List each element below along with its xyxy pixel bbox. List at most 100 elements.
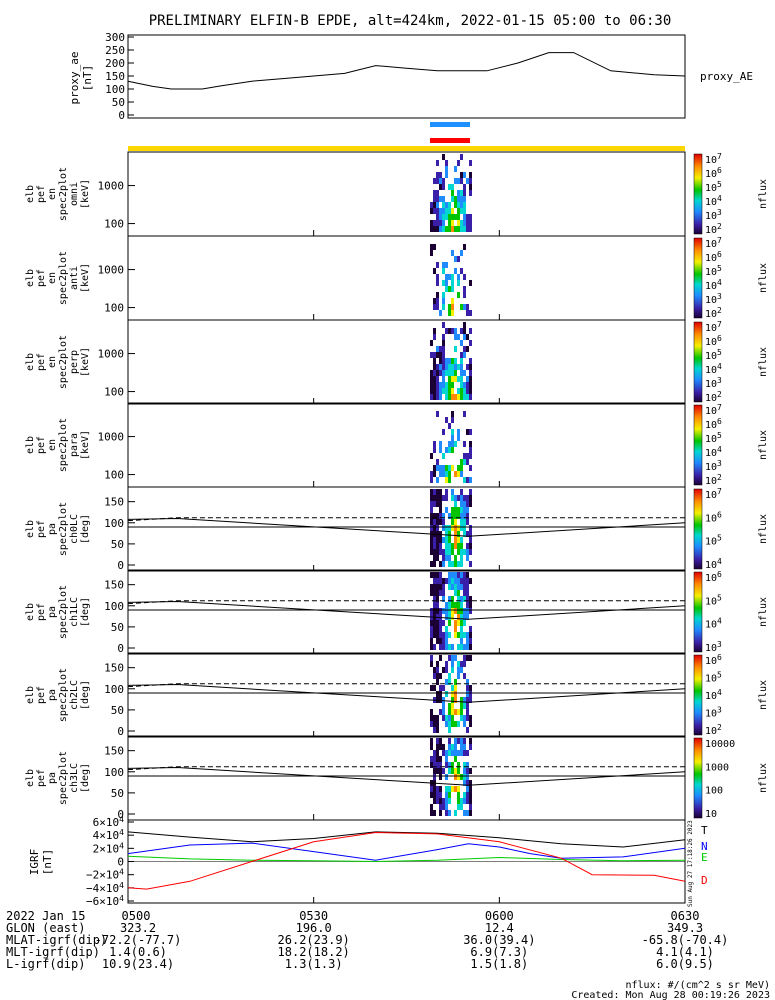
heatmap-cell bbox=[442, 744, 445, 750]
igrf-legend-E: E bbox=[701, 851, 708, 864]
heatmap-cell bbox=[445, 226, 448, 232]
heatmap-cell bbox=[442, 667, 445, 673]
heatmap-cell bbox=[463, 768, 466, 774]
heatmap-cell bbox=[460, 202, 463, 208]
heatmap-cell bbox=[466, 519, 469, 525]
heatmap-cell bbox=[430, 756, 433, 762]
heatmap-cell bbox=[439, 196, 442, 202]
heatmap-cell bbox=[436, 596, 439, 602]
heatmap-cell bbox=[436, 352, 439, 358]
panel-ylabel-line: spec2plot bbox=[58, 251, 69, 305]
colorbar bbox=[693, 571, 703, 653]
heatmap-cell bbox=[430, 388, 433, 394]
colorbar-tick-label-exponent: 4 bbox=[717, 445, 722, 454]
colorbar-tick-label: 106 bbox=[705, 653, 722, 667]
date-label: 2022 Jan 15 bbox=[6, 909, 85, 923]
colorbar-tick-label: 104 bbox=[705, 617, 722, 631]
heatmap-cell bbox=[430, 208, 433, 214]
heatmap-cell bbox=[445, 274, 448, 280]
heatmap-cell bbox=[439, 673, 442, 679]
heatmap-cell bbox=[451, 435, 454, 441]
panel-ylabel-line: en bbox=[47, 272, 58, 284]
heatmap-cell bbox=[460, 328, 463, 334]
igrf-ytick-label: 6×104 bbox=[93, 815, 125, 829]
colorbar-tick-label-base: 10 bbox=[705, 643, 717, 654]
heatmap-cell bbox=[451, 715, 454, 721]
panel-ytick-label: 50 bbox=[111, 787, 124, 800]
heatmap-cell bbox=[433, 447, 436, 453]
heatmap-cell bbox=[463, 190, 466, 196]
colorbar-tick-label-exponent: 4 bbox=[717, 688, 722, 697]
heatmap-cell bbox=[451, 703, 454, 709]
heatmap-cell bbox=[436, 590, 439, 596]
heatmap-cell bbox=[439, 590, 442, 596]
heatmap-cell bbox=[439, 447, 442, 453]
heatmap-cell bbox=[460, 519, 463, 525]
heatmap-cell bbox=[469, 495, 472, 501]
proxy-ae-series-line bbox=[127, 52, 686, 90]
heatmap-cell bbox=[469, 715, 472, 721]
heatmap-cell bbox=[457, 561, 460, 567]
heatmap-cell bbox=[433, 584, 436, 590]
colorbar-label: nflux bbox=[758, 179, 769, 209]
heatmap-cell bbox=[445, 495, 448, 501]
heatmap-cell bbox=[451, 274, 454, 280]
heatmap-cell bbox=[454, 655, 457, 661]
heatmap-cell bbox=[451, 507, 454, 513]
heatmap-cell bbox=[451, 417, 454, 423]
heatmap-cell bbox=[463, 584, 466, 590]
heatmap-cell bbox=[466, 178, 469, 184]
panel-ylabel-line: [deg] bbox=[80, 763, 91, 793]
heatmap-cell bbox=[463, 286, 466, 292]
colorbar-tick-label: 106 bbox=[705, 417, 722, 431]
heatmap-cell bbox=[466, 531, 469, 537]
panel-frame bbox=[127, 319, 686, 405]
heatmap-cell bbox=[451, 655, 454, 661]
colorbar bbox=[693, 654, 703, 736]
heatmap-cell bbox=[460, 620, 463, 626]
heatmap-cell bbox=[430, 661, 433, 667]
heatmap-cell bbox=[436, 208, 439, 214]
heatmap-cell bbox=[463, 644, 466, 650]
heatmap-cell bbox=[463, 549, 466, 555]
heatmap-cell bbox=[451, 519, 454, 525]
heatmap-cell bbox=[454, 513, 457, 519]
panel-ylabel-line: elb bbox=[25, 269, 36, 287]
heatmap-cell bbox=[460, 394, 463, 400]
heatmap-cell bbox=[466, 453, 469, 459]
heatmap-cell bbox=[439, 495, 442, 501]
heatmap-cell bbox=[439, 388, 442, 394]
heatmap-cell bbox=[445, 721, 448, 727]
heatmap-cell bbox=[463, 322, 466, 328]
colorbar-tick-label-exponent: 4 bbox=[717, 362, 722, 371]
heatmap-cell bbox=[457, 274, 460, 280]
heatmap-cell bbox=[463, 334, 466, 340]
colorbar-tick-label: 106 bbox=[705, 570, 722, 584]
heatmap-cell bbox=[448, 447, 451, 453]
colorbar-tick-label-base: 10 bbox=[705, 560, 717, 571]
heatmap-cell bbox=[454, 519, 457, 525]
panel-ylabel-line: elb bbox=[25, 769, 36, 787]
heatmap-cell bbox=[430, 810, 433, 816]
heatmap-cell bbox=[433, 590, 436, 596]
heatmap-cell bbox=[466, 750, 469, 756]
heatmap-cell bbox=[460, 697, 463, 703]
heatmap-cell bbox=[451, 447, 454, 453]
heatmap-cell bbox=[433, 208, 436, 214]
heatmap-cell bbox=[460, 340, 463, 346]
heatmap-cell bbox=[451, 572, 454, 578]
heatmap-cell bbox=[445, 328, 448, 334]
heatmap-cell bbox=[463, 382, 466, 388]
ephemeris-value: 36.0(39.4) bbox=[463, 933, 535, 947]
heatmap-cell bbox=[445, 543, 448, 549]
heatmap-cell bbox=[466, 685, 469, 691]
heatmap-cell bbox=[463, 590, 466, 596]
heatmap-cell bbox=[439, 184, 442, 190]
heatmap-cell bbox=[448, 768, 451, 774]
colorbar-tick-label: 104 bbox=[705, 194, 722, 208]
panel-ylabel-line: anti bbox=[69, 266, 80, 290]
heatmap-cell bbox=[442, 364, 445, 370]
heatmap-cell bbox=[454, 507, 457, 513]
heatmap-cell bbox=[466, 608, 469, 614]
heatmap-cell bbox=[454, 691, 457, 697]
